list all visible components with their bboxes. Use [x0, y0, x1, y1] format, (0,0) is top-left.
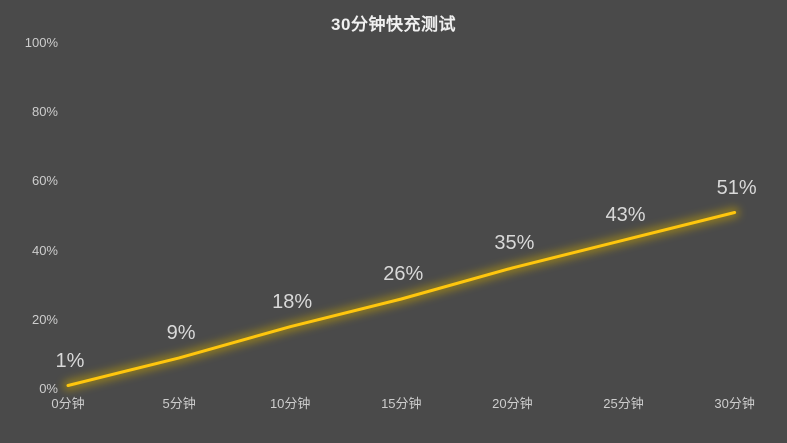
data-point-label: 26% [383, 263, 424, 286]
y-tick-label: 80% [31, 104, 58, 120]
x-tick-label: 0分钟 [51, 396, 85, 411]
x-tick-label: 25分钟 [603, 396, 644, 411]
data-point-label: 51% [716, 176, 757, 199]
data-point-label: 43% [605, 204, 646, 227]
chart-title: 30分钟快充测试 [331, 15, 456, 34]
data-point-label: 18% [272, 290, 313, 313]
y-tick-label: 100% [24, 35, 58, 50]
x-tick-label: 30分钟 [714, 396, 755, 411]
data-point-label: 9% [166, 321, 196, 344]
data-point-label: 1% [55, 349, 85, 372]
data-point-label: 35% [494, 231, 535, 254]
x-tick-label: 15分钟 [381, 396, 422, 411]
x-tick-label: 20分钟 [492, 396, 533, 411]
x-tick-label: 5分钟 [162, 396, 196, 411]
x-tick-label: 10分钟 [269, 396, 311, 411]
charging-curve-line [66, 211, 737, 387]
y-tick-label: 0% [39, 381, 58, 396]
y-tick-label: 20% [31, 311, 58, 327]
y-tick-label: 40% [31, 242, 58, 258]
y-tick-label: 60% [31, 173, 58, 189]
